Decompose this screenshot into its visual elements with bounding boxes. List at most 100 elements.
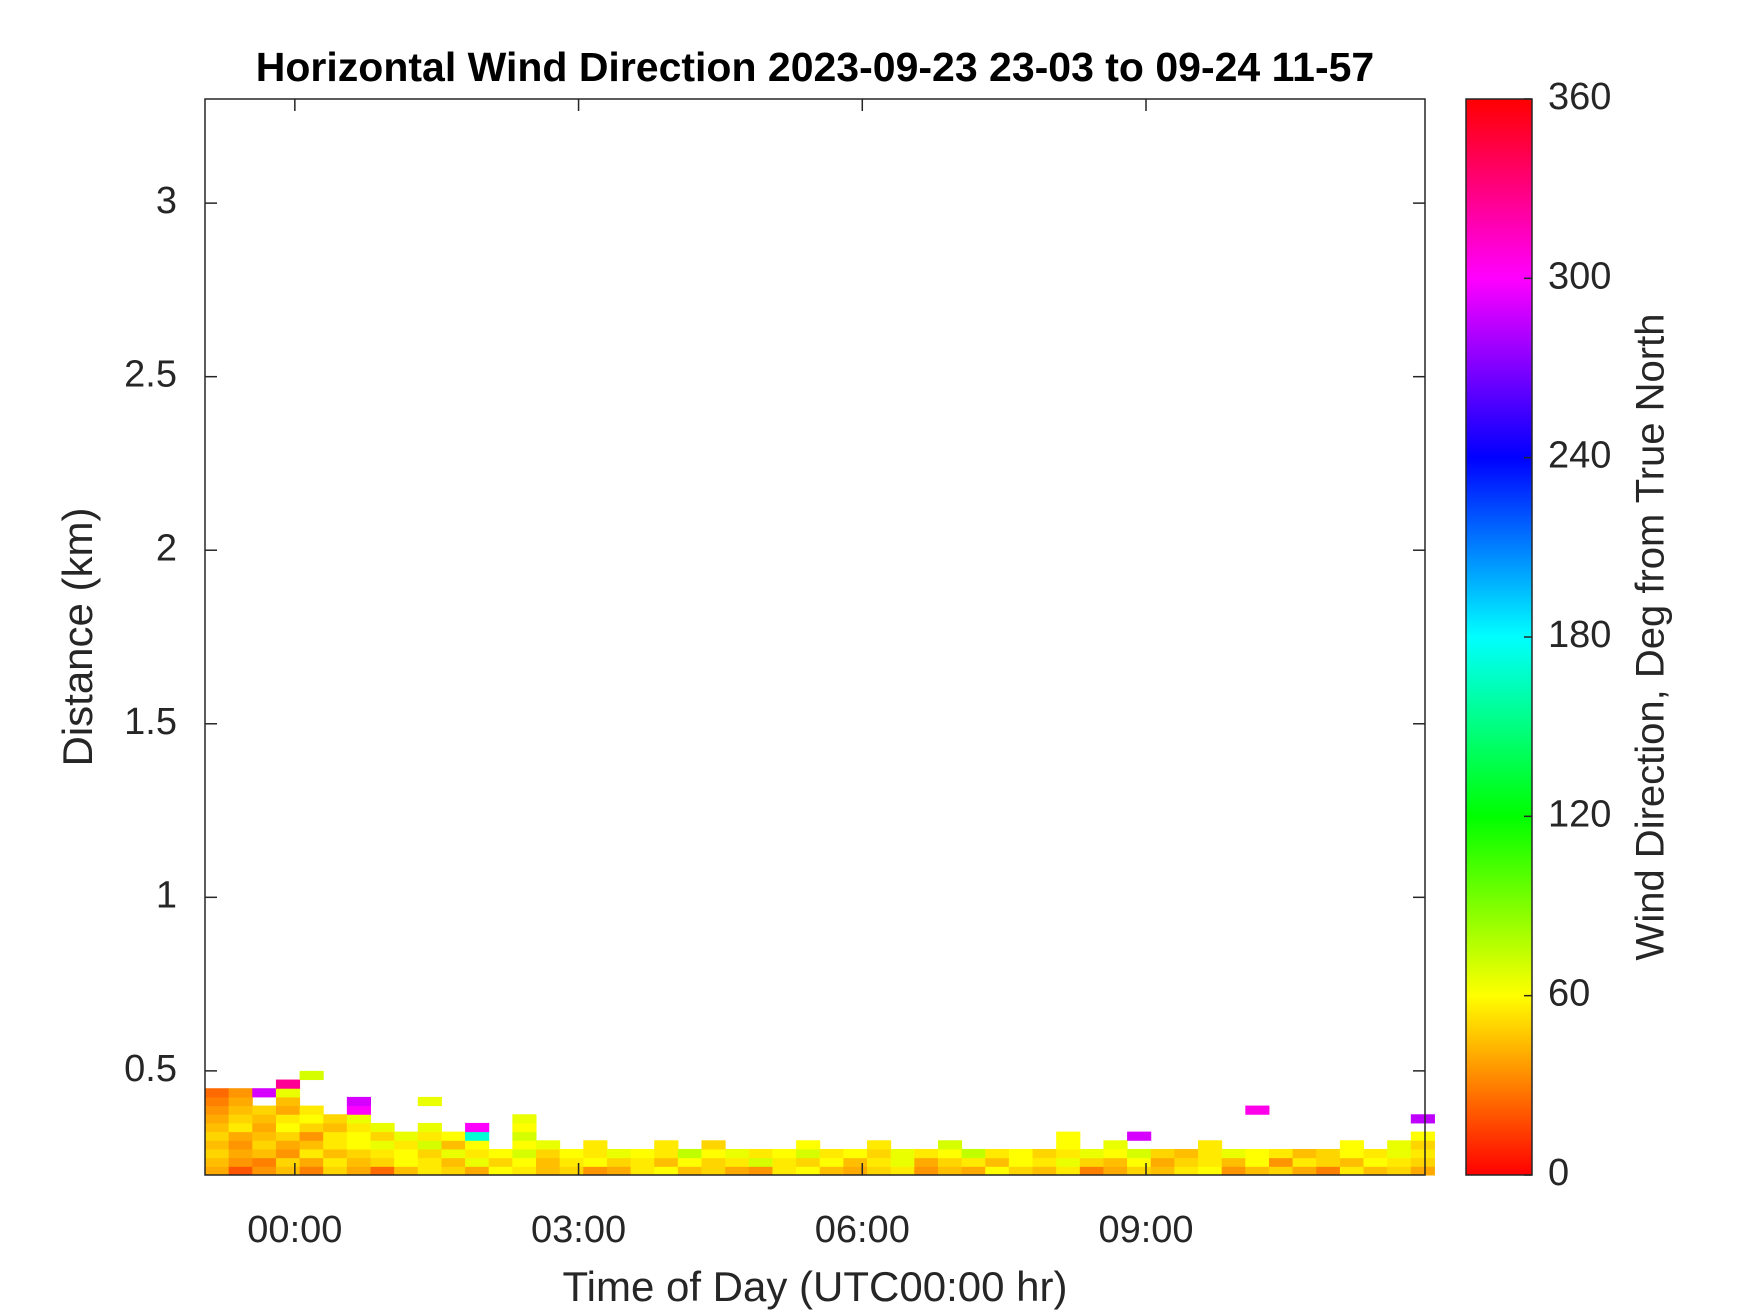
heatmap-cell	[228, 1096, 253, 1107]
heatmap-cell	[583, 1166, 608, 1176]
heatmap-cell	[701, 1148, 726, 1159]
heatmap-cell	[654, 1157, 679, 1167]
heatmap-cell	[1245, 1157, 1270, 1167]
heatmap-cell	[1410, 1114, 1435, 1124]
heatmap-cell	[748, 1166, 773, 1176]
heatmap-cell	[228, 1131, 253, 1141]
heatmap-cell	[205, 1148, 230, 1159]
heatmap-cell	[346, 1131, 372, 1141]
heatmap-cell	[961, 1148, 986, 1159]
heatmap-cell	[606, 1157, 632, 1167]
heatmap-cell	[985, 1148, 1010, 1159]
heatmap-cell	[228, 1114, 253, 1124]
heatmap-cell	[819, 1157, 844, 1167]
heatmap-cell	[512, 1148, 537, 1159]
heatmap-cell	[346, 1140, 372, 1150]
heatmap-cell	[914, 1166, 939, 1176]
heatmap-cell	[275, 1131, 301, 1141]
heatmap-cell	[654, 1140, 679, 1150]
heatmap-cell	[1056, 1148, 1081, 1159]
heatmap-cell	[1410, 1131, 1435, 1141]
heatmap-cell	[1387, 1166, 1412, 1176]
y-tick-label: 1.5	[124, 701, 177, 743]
heatmap-cell	[512, 1131, 537, 1141]
heatmap-cell	[536, 1166, 561, 1176]
heatmap-cell	[1198, 1166, 1223, 1176]
heatmap-cell	[559, 1148, 584, 1159]
heatmap-cell	[1268, 1148, 1294, 1159]
heatmap-cell	[465, 1166, 490, 1176]
heatmap-cell	[205, 1096, 230, 1107]
heatmap-cell	[1339, 1140, 1365, 1150]
heatmap-cell	[772, 1166, 797, 1176]
heatmap-cell	[1103, 1140, 1128, 1150]
heatmap-cell	[1032, 1166, 1057, 1176]
x-axis-label: Time of Day (UTC00:00 hr)	[563, 1263, 1068, 1310]
heatmap-cell	[937, 1148, 963, 1159]
heatmap-cell	[890, 1148, 915, 1159]
heatmap-cell	[1150, 1166, 1175, 1176]
heatmap-cell	[205, 1131, 230, 1141]
heatmap-cell	[252, 1131, 277, 1141]
heatmap-cell	[701, 1157, 726, 1167]
heatmap-cell	[299, 1105, 324, 1115]
heatmap-cell	[867, 1148, 892, 1159]
heatmap-cell	[1103, 1148, 1128, 1159]
heatmap-cell	[417, 1131, 442, 1141]
heatmap-cell	[205, 1157, 230, 1167]
heatmap-cell	[275, 1140, 301, 1150]
y-tick-label: 1	[156, 874, 177, 916]
heatmap-cell	[323, 1166, 348, 1176]
heatmap-cell	[772, 1157, 797, 1167]
heatmap-cell	[1221, 1166, 1246, 1176]
heatmap-cell	[228, 1166, 253, 1176]
heatmap-cell	[677, 1166, 703, 1176]
heatmap-cell	[441, 1148, 466, 1159]
heatmap-cell	[1008, 1166, 1034, 1176]
y-tick-label: 2.5	[124, 354, 177, 396]
heatmap-cell	[583, 1140, 608, 1150]
heatmap-cell	[275, 1148, 301, 1159]
colorbar-tick-label: 240	[1548, 435, 1611, 477]
heatmap-cell	[559, 1166, 584, 1176]
heatmap-cell	[1127, 1157, 1152, 1167]
heatmap-cell	[252, 1157, 277, 1167]
heatmap-cell	[1079, 1148, 1104, 1159]
heatmap-cell	[346, 1096, 372, 1107]
heatmap-cell	[1292, 1157, 1317, 1167]
heatmap-cell	[299, 1122, 324, 1133]
colorbar-tick-label: 180	[1548, 614, 1611, 656]
heatmap-cell	[1079, 1157, 1104, 1167]
heatmap-cell	[228, 1105, 253, 1115]
heatmap-cell	[512, 1114, 537, 1124]
heatmap-cell	[488, 1166, 513, 1176]
heatmap-cell	[252, 1105, 277, 1115]
heatmap-cell	[1410, 1140, 1435, 1150]
colorbar-tick-label: 300	[1548, 255, 1611, 297]
heatmap-cell	[205, 1140, 230, 1150]
heatmap-cell	[346, 1122, 372, 1133]
heatmap-cell	[275, 1157, 301, 1167]
heatmap-cell	[1150, 1148, 1175, 1159]
heatmap-cell	[1387, 1157, 1412, 1167]
heatmap-cell	[252, 1122, 277, 1133]
heatmap-cell	[275, 1122, 301, 1133]
heatmap-cell	[228, 1157, 253, 1167]
heatmap-cell	[205, 1114, 230, 1124]
plot-frame	[204, 98, 1426, 1176]
colorbar	[1465, 98, 1533, 1176]
heatmap-cell	[1103, 1157, 1128, 1167]
heatmap-cell	[417, 1122, 442, 1133]
heatmap-cell	[205, 1122, 230, 1133]
heatmap-cell	[606, 1148, 632, 1159]
heatmap-cell	[370, 1122, 395, 1133]
heatmap-cell	[205, 1088, 230, 1098]
heatmap-cell	[323, 1122, 348, 1133]
heatmap-cell	[1363, 1166, 1388, 1176]
heatmap-cell	[370, 1166, 395, 1176]
chart-title: Horizontal Wind Direction 2023-09-23 23-…	[256, 44, 1374, 90]
heatmap-cell	[370, 1157, 395, 1167]
heatmap-cell	[630, 1148, 655, 1159]
heatmap-cell	[961, 1166, 986, 1176]
